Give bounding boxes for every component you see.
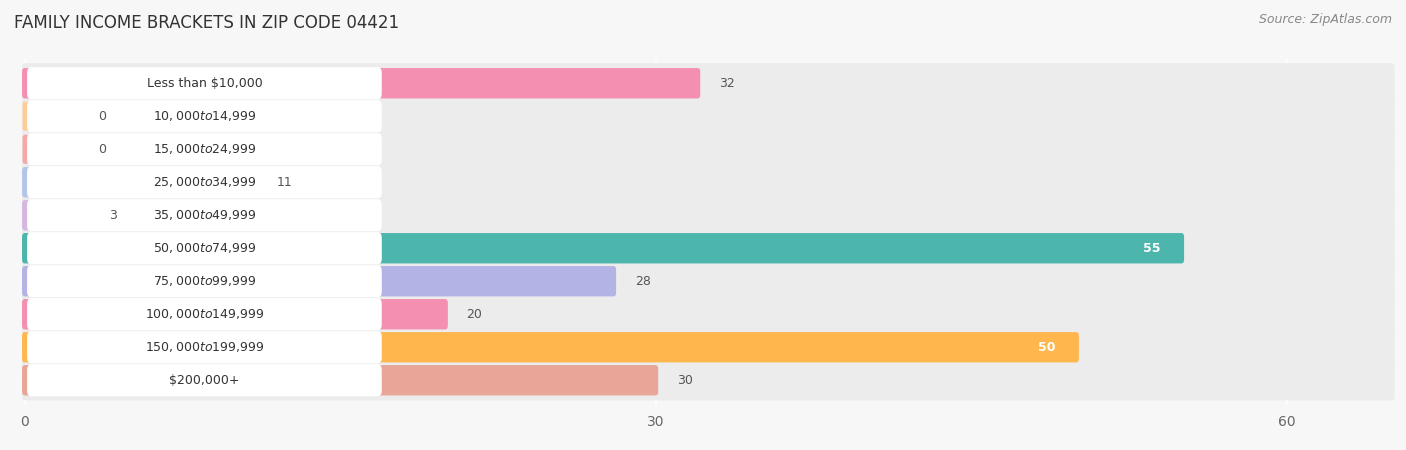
FancyBboxPatch shape xyxy=(27,133,382,165)
FancyBboxPatch shape xyxy=(22,129,1395,169)
Text: $150,000 to $199,999: $150,000 to $199,999 xyxy=(145,340,264,354)
FancyBboxPatch shape xyxy=(27,166,382,198)
FancyBboxPatch shape xyxy=(27,232,382,264)
FancyBboxPatch shape xyxy=(22,167,259,198)
FancyBboxPatch shape xyxy=(22,266,616,297)
Text: $75,000 to $99,999: $75,000 to $99,999 xyxy=(153,274,256,288)
FancyBboxPatch shape xyxy=(22,63,1395,104)
Text: 20: 20 xyxy=(467,308,482,321)
FancyBboxPatch shape xyxy=(22,233,1184,263)
FancyBboxPatch shape xyxy=(27,364,382,396)
Text: Less than $10,000: Less than $10,000 xyxy=(146,77,263,90)
Text: 32: 32 xyxy=(718,77,734,90)
Text: 0: 0 xyxy=(98,110,107,123)
Text: 28: 28 xyxy=(634,275,651,288)
FancyBboxPatch shape xyxy=(22,102,79,131)
FancyBboxPatch shape xyxy=(22,327,1395,367)
Text: 30: 30 xyxy=(676,374,693,387)
FancyBboxPatch shape xyxy=(27,67,382,99)
FancyBboxPatch shape xyxy=(22,299,449,329)
Text: $100,000 to $149,999: $100,000 to $149,999 xyxy=(145,307,264,321)
Text: Source: ZipAtlas.com: Source: ZipAtlas.com xyxy=(1258,14,1392,27)
FancyBboxPatch shape xyxy=(22,360,1395,400)
FancyBboxPatch shape xyxy=(27,331,382,363)
Text: 0: 0 xyxy=(98,143,107,156)
Text: FAMILY INCOME BRACKETS IN ZIP CODE 04421: FAMILY INCOME BRACKETS IN ZIP CODE 04421 xyxy=(14,14,399,32)
Text: $15,000 to $24,999: $15,000 to $24,999 xyxy=(153,142,256,156)
FancyBboxPatch shape xyxy=(27,199,382,231)
FancyBboxPatch shape xyxy=(27,298,382,330)
Text: $10,000 to $14,999: $10,000 to $14,999 xyxy=(153,109,256,123)
Text: 55: 55 xyxy=(1143,242,1160,255)
Text: 11: 11 xyxy=(277,176,292,189)
FancyBboxPatch shape xyxy=(22,332,1078,362)
Text: 3: 3 xyxy=(108,209,117,222)
Text: $35,000 to $49,999: $35,000 to $49,999 xyxy=(153,208,256,222)
Text: $25,000 to $34,999: $25,000 to $34,999 xyxy=(153,175,256,189)
FancyBboxPatch shape xyxy=(22,294,1395,334)
Text: $50,000 to $74,999: $50,000 to $74,999 xyxy=(153,241,256,255)
Text: 50: 50 xyxy=(1038,341,1056,354)
FancyBboxPatch shape xyxy=(27,265,382,297)
FancyBboxPatch shape xyxy=(22,228,1395,268)
FancyBboxPatch shape xyxy=(22,195,1395,235)
FancyBboxPatch shape xyxy=(22,68,700,99)
FancyBboxPatch shape xyxy=(22,365,658,396)
FancyBboxPatch shape xyxy=(22,261,1395,302)
FancyBboxPatch shape xyxy=(22,162,1395,202)
FancyBboxPatch shape xyxy=(22,200,90,230)
FancyBboxPatch shape xyxy=(22,135,79,164)
Text: $200,000+: $200,000+ xyxy=(169,374,239,387)
FancyBboxPatch shape xyxy=(22,96,1395,136)
FancyBboxPatch shape xyxy=(27,100,382,132)
